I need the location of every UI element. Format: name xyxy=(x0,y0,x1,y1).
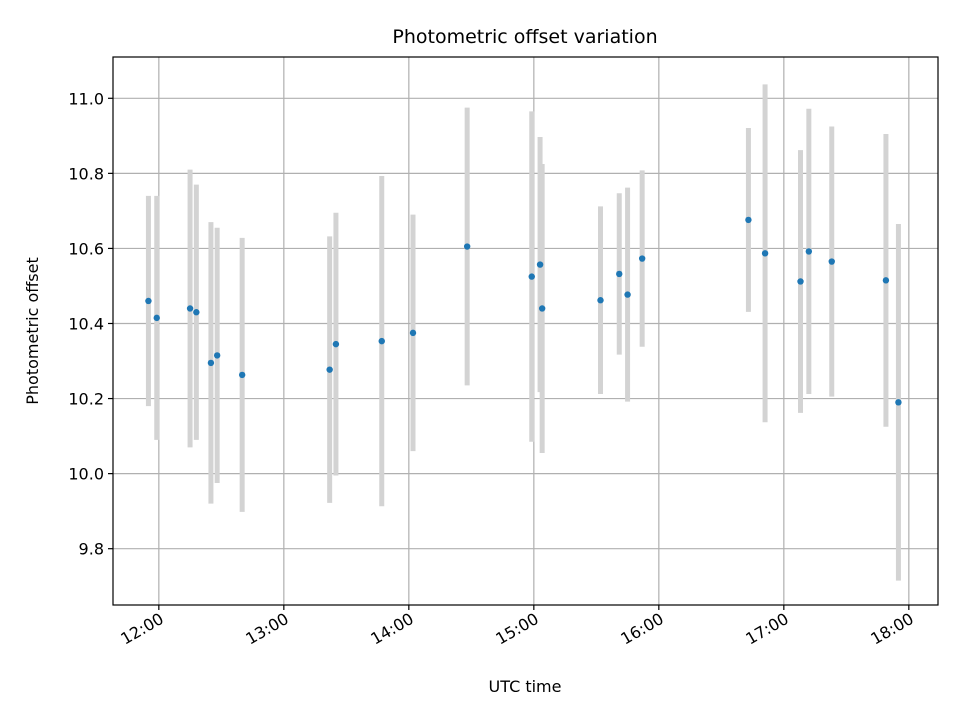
data-point xyxy=(745,216,752,224)
data-point xyxy=(238,371,246,379)
y-tick-label: 9.8 xyxy=(79,540,104,559)
data-point xyxy=(616,270,623,278)
data-point xyxy=(538,305,546,312)
data-point xyxy=(193,309,200,316)
data-point xyxy=(536,261,544,268)
data-point xyxy=(895,399,902,406)
data-point xyxy=(332,340,340,348)
data-point xyxy=(186,305,194,312)
data-point xyxy=(378,337,385,345)
data-point xyxy=(153,314,160,322)
data-point xyxy=(528,273,535,280)
data-point xyxy=(882,277,890,284)
data-point xyxy=(409,329,417,337)
x-axis-label: UTC time xyxy=(489,677,562,696)
y-tick-label: 10.6 xyxy=(68,239,104,258)
data-point xyxy=(761,250,769,257)
plot-area-frame xyxy=(112,56,939,606)
data-point xyxy=(213,352,221,359)
data-point xyxy=(624,291,631,298)
data-point xyxy=(805,248,813,255)
data-points xyxy=(145,216,902,406)
y-tick-label: 10.4 xyxy=(68,314,104,333)
y-tick-label: 11.0 xyxy=(68,89,104,108)
data-point xyxy=(207,359,215,367)
data-point xyxy=(326,366,333,373)
data-point xyxy=(797,278,804,285)
y-axis: 9.8 10.0 10.2 10.4 10.6 10.8 11.0 xyxy=(68,89,113,559)
y-axis-label: Photometric offset xyxy=(23,257,42,405)
chart-title: Photometric offset variation xyxy=(392,26,657,48)
data-point xyxy=(463,243,471,250)
y-tick-label: 10.0 xyxy=(68,465,104,484)
data-point xyxy=(145,297,152,305)
y-tick-label: 10.8 xyxy=(68,164,104,183)
data-point xyxy=(638,255,646,262)
data-point xyxy=(828,258,835,265)
data-point xyxy=(597,297,604,304)
y-tick-label: 10.2 xyxy=(68,390,104,409)
